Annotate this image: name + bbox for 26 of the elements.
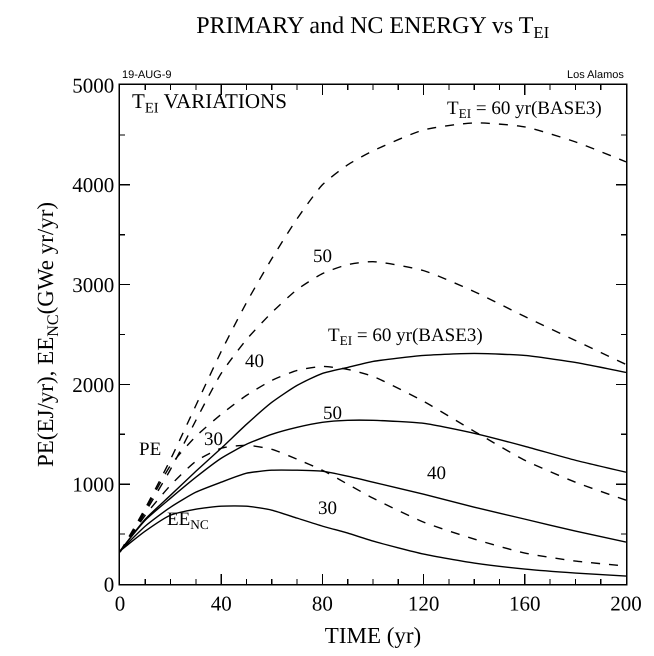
annotation: 50 xyxy=(323,403,342,424)
annotation: EE$_{NC}$ xyxy=(167,509,209,532)
x-tick-label: 160 xyxy=(509,592,541,616)
y-tick-label: 2000 xyxy=(72,372,114,397)
annotation: T$_{EI}$ = 60 yr(BASE3) xyxy=(447,98,602,121)
x-tick-label: 200 xyxy=(610,592,642,616)
annotation: 40 xyxy=(245,351,264,372)
annotation: 50 xyxy=(313,246,332,267)
annotation: T$_{EI}$ VARIATIONS xyxy=(132,89,287,116)
x-tick-label: 80 xyxy=(312,592,333,616)
text: 19-AUG-9 xyxy=(122,69,172,81)
annotation: T$_{EI}$ = 60 yr(BASE3) xyxy=(328,325,483,348)
annotation: 40 xyxy=(427,463,446,484)
annotation: 30 xyxy=(318,498,337,519)
y-tick-label: 5000 xyxy=(72,73,114,98)
x-tick-label: 40 xyxy=(210,592,232,616)
y-tick-label: 3000 xyxy=(72,272,114,297)
chart-title: PRIMARY and NC ENERGY vs T$_{EI}$ xyxy=(196,13,550,42)
y-tick-label: 4000 xyxy=(72,173,114,198)
annotation: 30 xyxy=(204,429,223,450)
y-tick-label: 0 xyxy=(104,572,114,596)
x-axis-title: TIME (yr) xyxy=(324,623,422,648)
y-tick-label: 1000 xyxy=(72,472,114,497)
annotation: PE xyxy=(139,439,162,460)
x-tick-label: 120 xyxy=(408,592,440,616)
text: Los Alamos xyxy=(567,69,624,81)
